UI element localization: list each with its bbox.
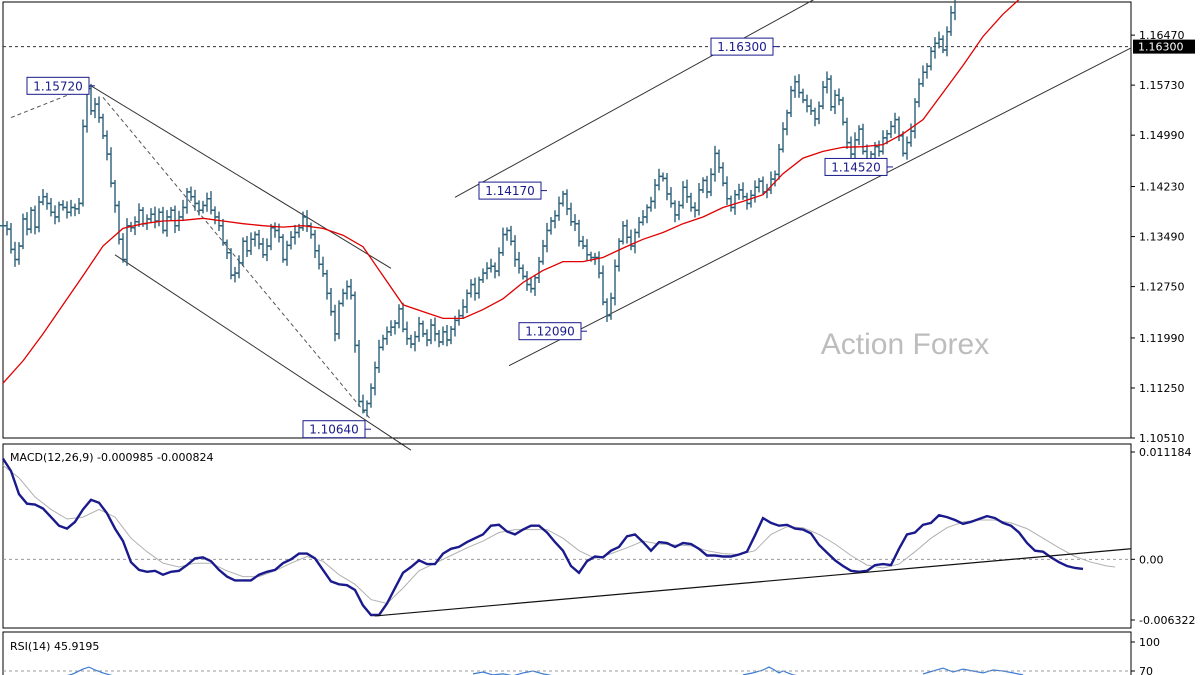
macd-panel-frame	[2, 443, 1132, 629]
price-level-text: 1.16300	[717, 40, 767, 54]
rsi-tick-label: 100	[1139, 636, 1160, 649]
price-panel-frame	[2, 1, 1132, 439]
price-tick-label: 1.15730	[1139, 79, 1185, 92]
macd-trend-line	[374, 548, 1132, 617]
trend-line	[114, 254, 412, 451]
price-level-label: 1.10640	[302, 420, 371, 439]
moving-average-line	[2, 0, 1020, 384]
price-level-text: 1.14520	[831, 160, 881, 174]
rsi-panel: RSI(14) 45.9195 100 70	[2, 631, 1160, 675]
price-level-label: 1.14520	[824, 157, 893, 176]
macd-panel: MACD(12,26,9) -0.000985 -0.000824 0.0111…	[1, 443, 1195, 629]
current-price-box	[1133, 39, 1195, 54]
current-price-label: 1.16300	[1138, 41, 1184, 54]
price-level-label: 1.14170	[478, 181, 547, 200]
macd-tick-label: -0.006322	[1139, 614, 1195, 627]
price-tick-label: 1.12750	[1139, 281, 1185, 294]
price-tick-label: 1.10510	[1139, 432, 1185, 445]
price-level-label: 1.12090	[518, 322, 587, 341]
price-axis: 1.16470 1.15730 1.14990 1.14230 1.13490 1.127…	[1131, 29, 1185, 445]
macd-title: MACD(12,26,9) -0.000985 -0.000824	[10, 451, 213, 464]
price-panel: Action Forex 1.15720 1.14170 1.16300 1.1209…	[0, 0, 1195, 451]
price-level-text: 1.10640	[309, 423, 359, 437]
macd-tick-label: 0.011184	[1139, 446, 1192, 459]
price-tick-label: 1.11250	[1139, 382, 1185, 395]
price-annotations: 1.15720 1.14170 1.16300 1.12090 1.14520 1.106…	[26, 37, 893, 439]
price-level-text: 1.12090	[525, 325, 575, 339]
price-tick-label: 1.13490	[1139, 231, 1185, 244]
watermark: Action Forex	[821, 328, 989, 361]
macd-axis: 0.011184 0.00 -0.006322	[1131, 446, 1195, 627]
trend-line	[454, 0, 815, 198]
price-level-label: 1.15720	[26, 76, 95, 95]
price-bar	[952, 0, 956, 21]
price-level-text: 1.15720	[33, 79, 83, 93]
macd-tick-label: 0.00	[1139, 553, 1164, 566]
price-tick-label: 1.11990	[1139, 332, 1185, 345]
macd-line	[1, 457, 1084, 617]
price-level-text: 1.14170	[485, 184, 535, 198]
price-tick-label: 1.16470	[1139, 29, 1185, 42]
rsi-title: RSI(14) 45.9195	[10, 640, 99, 653]
trend-line	[508, 47, 1132, 367]
current-price-marker: 1.16300	[1133, 39, 1195, 54]
rsi-panel-frame	[2, 631, 1132, 675]
price-tick-label: 1.14990	[1139, 129, 1185, 142]
trend-line	[90, 85, 392, 269]
price-level-label: 1.16300	[710, 37, 779, 56]
rsi-axis: 100 70	[3, 636, 1160, 675]
rsi-tick-label: 70	[1139, 665, 1153, 675]
macd-signal-line	[2, 464, 1116, 605]
price-bars	[0, 0, 956, 417]
price-tick-label: 1.14230	[1139, 181, 1185, 194]
rsi-line	[67, 666, 1024, 675]
